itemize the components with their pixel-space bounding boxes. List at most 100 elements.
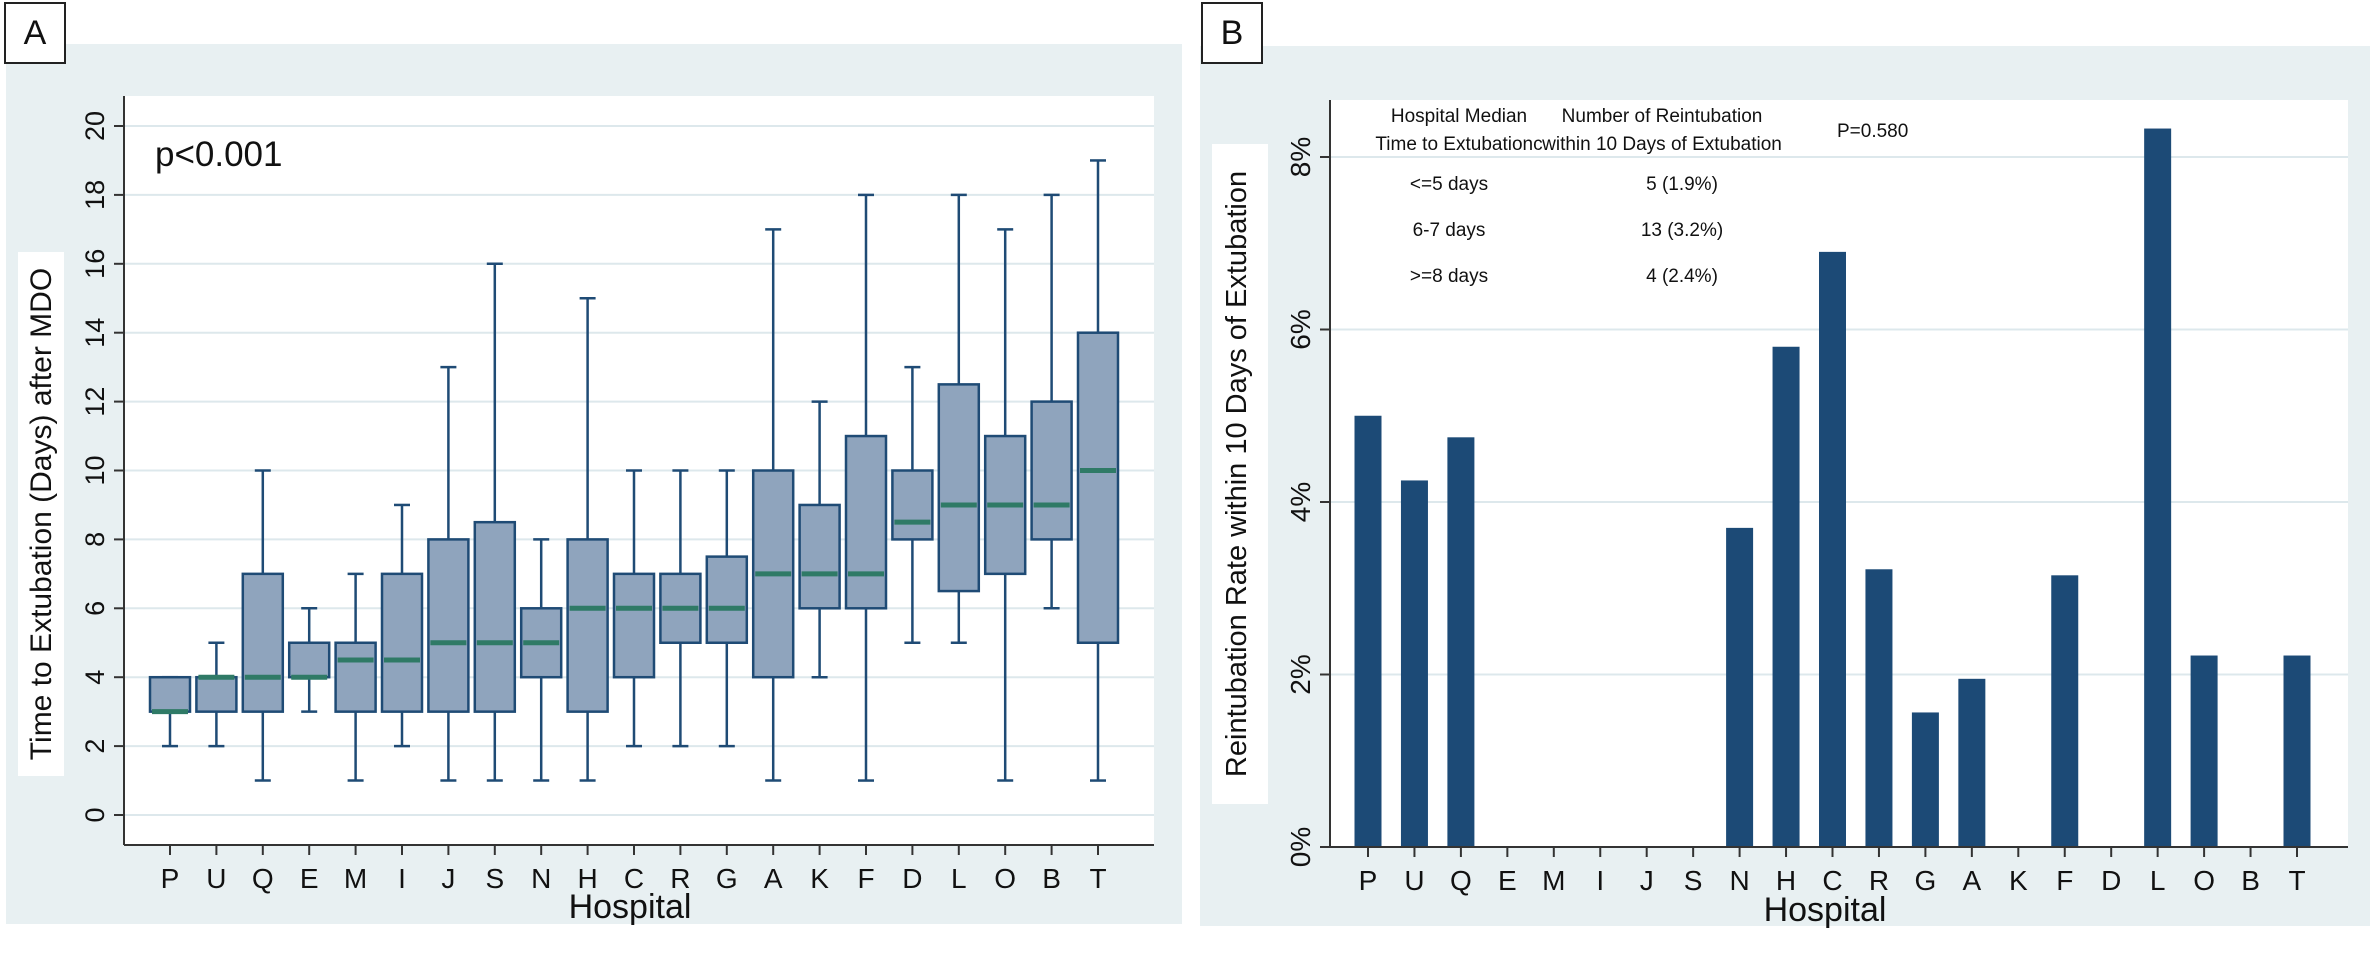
box-iqr	[473, 520, 517, 713]
bar-chart-group: 0% 2% 4% 6% 8% P U Q E M I J S N H C R G A K F D L O B T Hospital…	[1212, 100, 2348, 929]
bar-y-tick-label: 2%	[1285, 654, 1316, 694]
box-iqr	[380, 572, 424, 713]
bar	[1354, 415, 1382, 847]
boxplot-x-tick-label: O	[994, 863, 1016, 894]
table-p-value: P=0.580	[1837, 121, 1908, 142]
bar-x-tick-label: B	[2241, 865, 2260, 896]
panel-a-label: A	[4, 2, 66, 64]
boxplot-x-tick-label: N	[531, 863, 551, 894]
boxplot-x-tick-label: B	[1042, 863, 1061, 894]
bar-x-axis-title: Hospital	[1764, 891, 1887, 929]
box-iqr	[334, 641, 377, 713]
boxplot-x-tick-label: M	[344, 863, 367, 894]
table-row-3-count: 4 (2.4%)	[1646, 266, 1718, 287]
bar-x-tick-label: G	[1915, 865, 1937, 896]
bar-x-tick-label: F	[2056, 865, 2073, 896]
boxplot-x-tick-label: C	[624, 863, 644, 894]
bar-x-tick-label: N	[1729, 865, 1749, 896]
bar-x-tick-label: M	[1542, 865, 1565, 896]
bar-y-tick-label: 8%	[1285, 137, 1316, 177]
boxplot-ylabel-background	[18, 252, 64, 776]
boxplot-x-axis-title: Hospital	[569, 888, 692, 926]
bar	[1447, 437, 1475, 847]
boxplot-y-tick-label: 12	[80, 387, 110, 417]
boxplot-x-tick-label: I	[398, 863, 406, 894]
bar-y-axis-title: Reintubation Rate within 10 Days of Extu…	[1221, 171, 1253, 777]
boxplot-p-value: p<0.001	[155, 135, 283, 174]
bar-x-tick-label: R	[1869, 865, 1889, 896]
bar-ylabel-background	[1212, 144, 1268, 804]
bar	[1400, 480, 1428, 847]
boxplot-y-tick-label: 6	[80, 601, 110, 616]
boxplot-x-tick-label: P	[161, 863, 180, 894]
bar-x-tick-label: I	[1596, 865, 1604, 896]
bar	[1726, 527, 1754, 847]
boxplot-x-tick-label: A	[764, 863, 783, 894]
boxplot-x-tick-label: E	[300, 863, 319, 894]
boxplot-x-tick-label: R	[670, 863, 690, 894]
bar	[1772, 346, 1800, 847]
bar-x-tick-label: H	[1776, 865, 1796, 896]
bar	[2144, 128, 2172, 848]
box-iqr	[148, 675, 192, 713]
box-iqr	[287, 641, 331, 679]
bar-x-tick-label: Q	[1450, 865, 1472, 896]
boxplot-x-tick-label: S	[485, 863, 504, 894]
boxplot-x-tick-label: K	[810, 863, 829, 894]
bar-y-tick-label: 6%	[1285, 309, 1316, 349]
bar-x-tick-label: L	[2150, 865, 2166, 896]
box-iqr	[566, 538, 609, 713]
table-row-2-count: 13 (3.2%)	[1641, 220, 1723, 241]
table-row-1-count: 5 (1.9%)	[1646, 174, 1718, 195]
table-header-col2-line2: within 10 Days of Extubation	[1541, 134, 1782, 155]
bar	[1819, 251, 1846, 847]
box-iqr	[427, 538, 470, 713]
box-iqr	[844, 434, 888, 610]
bar-y-tick-label: 0%	[1285, 827, 1316, 867]
table-row-3-group: >=8 days	[1410, 266, 1488, 287]
box-iqr	[798, 503, 841, 610]
boxplot-y-tick-label: 10	[80, 455, 110, 485]
box-iqr	[612, 572, 656, 679]
bar	[2190, 655, 2218, 847]
boxplot-x-tick-label: L	[951, 863, 967, 894]
boxplot-x-tick-label: Q	[252, 863, 274, 894]
table-row-2-group: 6-7 days	[1413, 220, 1486, 241]
bar-x-tick-label: U	[1404, 865, 1424, 896]
bar-x-tick-label: C	[1822, 865, 1842, 896]
boxplot-y-axis-title: Time to Extubation (Days) after MDO	[25, 268, 58, 760]
bar	[2051, 575, 2079, 847]
bar	[1865, 569, 1893, 847]
boxplot-chart-group: 0 2 4 6 8 10 12 14 16 18 20 P U Q E M I J S N H C R G A K F D L O B T p…	[18, 96, 1154, 926]
bar-x-tick-label: P	[1359, 865, 1378, 896]
bar-x-tick-label: E	[1498, 865, 1517, 896]
panel-b-label: B	[1201, 2, 1263, 64]
bar-x-tick-label: T	[2288, 865, 2305, 896]
boxplot-y-tick-label: 16	[80, 249, 110, 279]
bar	[1958, 678, 1986, 847]
boxplot-y-tick-label: 0	[80, 807, 110, 822]
table-row-1-group: <=5 days	[1410, 174, 1488, 195]
boxplot-x-tick-label: H	[577, 863, 597, 894]
boxplot-x-tick-label: G	[716, 863, 738, 894]
boxplot-x-tick-label: U	[206, 863, 226, 894]
bar-x-tick-label: S	[1684, 865, 1703, 896]
table-header-col2-line1: Number of Reintubation	[1562, 106, 1763, 127]
bar-x-tick-label: K	[2009, 865, 2028, 896]
boxplot-y-tick-label: 8	[80, 532, 110, 547]
box-iqr	[937, 383, 981, 593]
bar	[1911, 712, 1939, 847]
bar	[2283, 655, 2311, 847]
box-iqr	[1076, 331, 1120, 644]
bar-x-tick-label: A	[1963, 865, 1982, 896]
bar-x-tick-label: J	[1640, 865, 1654, 896]
box-iqr	[891, 469, 934, 541]
table-header-col1-line1: Hospital Median	[1391, 106, 1527, 127]
box-iqr	[241, 572, 285, 713]
boxplot-x-tick-label: D	[902, 863, 922, 894]
reintubation-table: Hospital Median Time to Extubationc Numb…	[1375, 106, 1908, 287]
boxplot-y-tick-label: 4	[80, 670, 110, 685]
table-header-col1-line2: Time to Extubationc	[1375, 134, 1542, 155]
boxplot-y-tick-label: 18	[80, 180, 110, 210]
